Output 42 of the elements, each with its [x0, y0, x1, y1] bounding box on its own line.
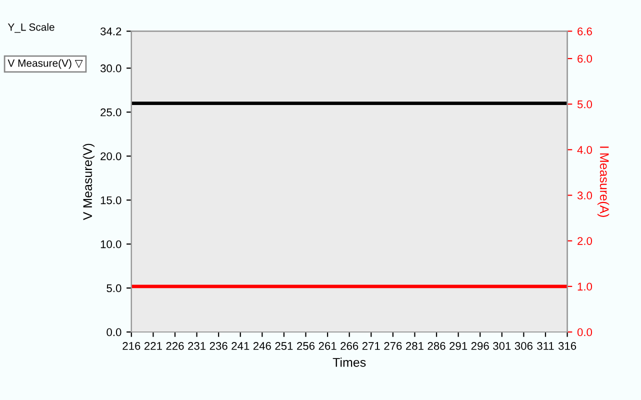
y2-tick-label: 6.0 [578, 54, 592, 63]
y-tick-label: 15.0 [100, 196, 122, 204]
y-tick-label: 10.0 [100, 240, 122, 248]
y2-tick-label: 6.6 [578, 27, 592, 36]
x-tick-label: 226 [166, 342, 184, 350]
x-tick-label: 276 [384, 342, 402, 350]
x-tick-label: 236 [210, 342, 228, 350]
x-tick-label: 221 [144, 342, 162, 350]
x-tick-label: 231 [188, 342, 206, 350]
x-tick-label: 266 [340, 342, 358, 350]
x-tick-label: 301 [493, 342, 511, 350]
x-tick-label: 281 [406, 342, 424, 350]
x-tick-label: 261 [318, 342, 336, 350]
x-tick-label: 311 [537, 342, 554, 350]
x-tick-label: 251 [275, 342, 293, 350]
y-tick-label: 25.0 [100, 108, 122, 116]
y2-tick-label: 4.0 [577, 146, 592, 154]
x-tick-label: 291 [450, 342, 468, 350]
y2-tick-label: 0.0 [577, 328, 592, 336]
y2-tick-label: 5.0 [577, 100, 592, 108]
y-tick-label: 30.0 [100, 64, 122, 72]
y2-tick-label: 3.0 [577, 192, 592, 200]
x-tick-label: 286 [428, 342, 446, 350]
y2-tick-label: 2.0 [578, 237, 592, 245]
text: V Measure(V) ▽ [8, 59, 83, 69]
x-tick-label: 256 [297, 342, 315, 350]
x-tick-label: 306 [514, 342, 532, 350]
y-tick-label: 34.2 [100, 27, 122, 36]
x-tick-label: 216 [122, 342, 140, 350]
y-tick-label: 0.0 [106, 328, 122, 336]
x-tick-label: 241 [232, 342, 250, 350]
y-axis-title: V Measure(V) [82, 144, 94, 220]
x-axis-title: Times [332, 358, 366, 367]
y-tick-label: 5.0 [106, 284, 122, 292]
x-tick-label: 271 [362, 342, 380, 350]
y2-axis-title: I Measure(A) [597, 146, 610, 217]
y-tick-label: 20.0 [100, 152, 122, 160]
x-tick-label: 296 [471, 342, 489, 350]
x-tick-label: 246 [253, 342, 271, 350]
y2-tick-label: 1.0 [578, 282, 592, 291]
text: Y_L Scale [8, 23, 54, 33]
x-tick-label: 316 [558, 342, 576, 350]
